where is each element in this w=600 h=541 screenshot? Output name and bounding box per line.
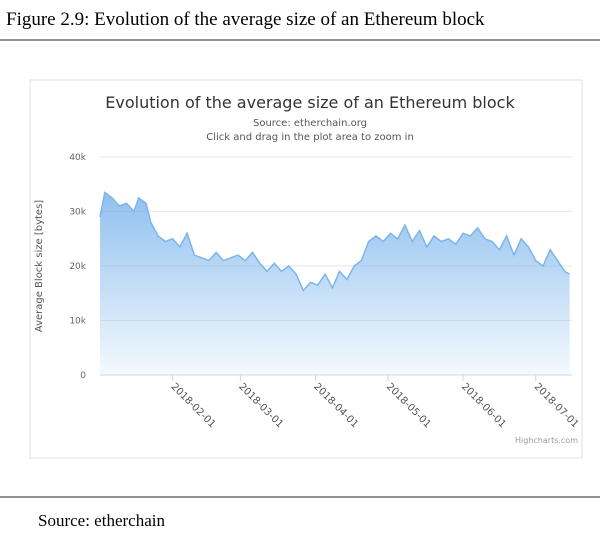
y-tick-label: 0 bbox=[80, 371, 86, 381]
x-tick-label: 2018-04-01 bbox=[311, 381, 360, 430]
area-line bbox=[99, 191, 570, 292]
chart-note: Click and drag in the plot area to zoom … bbox=[206, 132, 414, 143]
x-tick-label: 2018-06-01 bbox=[459, 381, 508, 430]
credits: Highcharts.com bbox=[515, 436, 578, 445]
y-tick-label: 10k bbox=[69, 317, 86, 327]
x-tick-label: 2018-05-01 bbox=[384, 381, 433, 430]
figure-caption: Figure 2.9: Evolution of the average siz… bbox=[6, 9, 485, 30]
chart-subtitle: Source: etherchain.org bbox=[253, 118, 367, 129]
x-tick-label: 2018-02-01 bbox=[168, 381, 217, 430]
source-note: Source: etherchain bbox=[38, 511, 165, 530]
x-tick-label: 2018-03-01 bbox=[236, 381, 285, 430]
y-tick-label: 30k bbox=[69, 208, 86, 218]
chart-title: Evolution of the average size of an Ethe… bbox=[105, 93, 515, 112]
y-tick-label: 40k bbox=[69, 153, 86, 163]
plot: 0 10k 20k 30k 40k 2018-02-01 2018-03-01 2018-04… bbox=[69, 153, 580, 430]
y-axis-label: Average Block size [bytes] bbox=[34, 200, 45, 332]
x-tick-label: 2018-07-01 bbox=[532, 381, 581, 430]
chart-frame bbox=[29, 79, 583, 459]
y-tick-label: 20k bbox=[69, 262, 86, 272]
